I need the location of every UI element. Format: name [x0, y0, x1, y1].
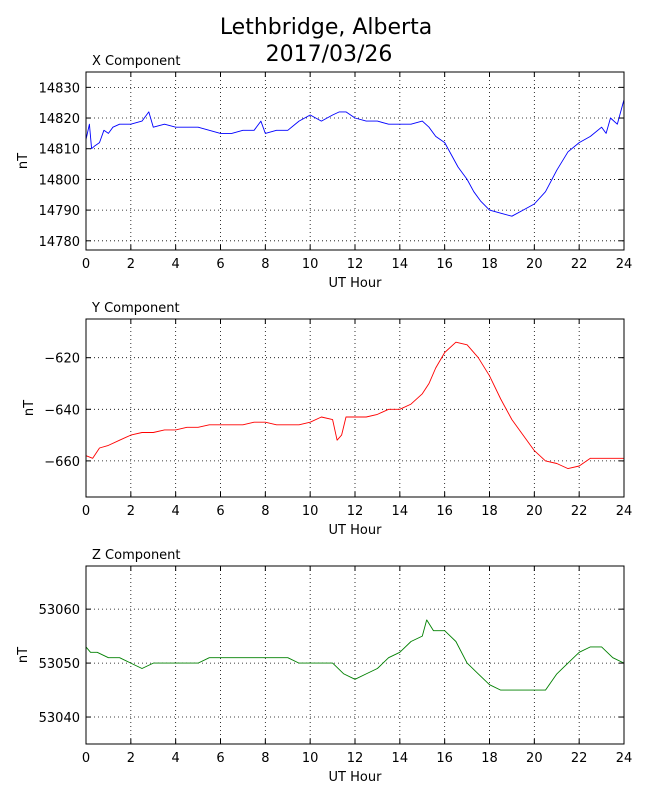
y-component-panel: Y Component 0 2 4 6 8 10 12 14 16 18 20 22 24−620−64… — [22, 301, 632, 538]
x-tick-label: 2 — [127, 257, 135, 272]
figure-title-line1: Lethbridge, Alberta — [220, 15, 432, 40]
x-tick-label: 12 — [347, 257, 364, 272]
x-tick-label: 18 — [481, 751, 498, 766]
x-tick-label: 10 — [302, 504, 319, 519]
y-tick-label: 53040 — [39, 711, 80, 726]
x-tick-label: 2 — [127, 751, 135, 766]
y-tick-label: 14790 — [39, 204, 80, 219]
x-component-panel: X Component 0 2 4 6 8 10 12 14 16 18 20 22 241478014… — [16, 54, 632, 291]
x-tick-label: 18 — [481, 257, 498, 272]
x-tick-label: 20 — [526, 751, 543, 766]
y-tick-label: 53050 — [39, 657, 80, 672]
x-tick-label: 24 — [616, 751, 633, 766]
x-tick-label: 0 — [82, 257, 90, 272]
y-axis-label: nT — [22, 400, 37, 416]
x-tick-label: 8 — [261, 257, 269, 272]
y-axis-label: nT — [16, 647, 31, 663]
y-tick-label: 14800 — [39, 173, 80, 188]
x-tick-label: 22 — [571, 504, 588, 519]
x-tick-label: 10 — [302, 751, 319, 766]
x-tick-label: 14 — [392, 257, 409, 272]
x-tick-label: 16 — [436, 751, 453, 766]
y-tick-label: 14780 — [39, 235, 80, 250]
x-tick-label: 0 — [82, 751, 90, 766]
x-tick-label: 22 — [571, 751, 588, 766]
x-tick-label: 6 — [216, 504, 224, 519]
y-tick-label: 14830 — [39, 81, 80, 96]
x-axis-label: UT Hour — [329, 276, 383, 291]
x-axis-label: UT Hour — [329, 523, 383, 538]
x-tick-label: 22 — [571, 257, 588, 272]
x-tick-label: 14 — [392, 504, 409, 519]
y-axis-label: nT — [16, 153, 31, 169]
x-tick-label: 4 — [172, 751, 180, 766]
y-tick-label: 53060 — [39, 603, 80, 618]
y-tick-label: −640 — [44, 403, 80, 418]
x-tick-label: 6 — [216, 751, 224, 766]
x-tick-label: 8 — [261, 504, 269, 519]
x-tick-label: 20 — [526, 257, 543, 272]
x-tick-label: 12 — [347, 504, 364, 519]
panel-title: Y Component — [91, 301, 180, 316]
x-tick-label: 6 — [216, 257, 224, 272]
data-series-line — [85, 341, 624, 470]
x-tick-label: 2 — [127, 504, 135, 519]
data-series-line — [85, 99, 625, 217]
x-tick-label: 16 — [436, 257, 453, 272]
x-tick-label: 14 — [392, 751, 409, 766]
x-axis-label: UT Hour — [329, 770, 383, 785]
panel-title: Z Component — [92, 548, 181, 563]
x-tick-label: 12 — [347, 751, 364, 766]
x-tick-label: 20 — [526, 504, 543, 519]
x-tick-label: 8 — [261, 751, 269, 766]
y-tick-label: −660 — [44, 455, 80, 470]
x-tick-label: 24 — [616, 257, 633, 272]
x-tick-label: 16 — [436, 504, 453, 519]
y-tick-label: 14810 — [39, 143, 80, 158]
x-tick-label: 4 — [172, 504, 180, 519]
z-component-panel: Z Component 0 2 4 6 8 10 12 14 16 18 20 22 245304053… — [16, 548, 632, 785]
data-series-line — [85, 619, 625, 691]
y-tick-label: −620 — [44, 352, 80, 367]
panel-title: X Component — [92, 54, 181, 69]
x-tick-label: 18 — [481, 504, 498, 519]
x-tick-label: 24 — [616, 504, 633, 519]
x-tick-label: 0 — [82, 504, 90, 519]
x-tick-label: 4 — [172, 257, 180, 272]
figure-title-line2: 2017/03/26 — [266, 42, 393, 67]
y-tick-label: 14820 — [39, 112, 80, 127]
x-tick-label: 10 — [302, 257, 319, 272]
